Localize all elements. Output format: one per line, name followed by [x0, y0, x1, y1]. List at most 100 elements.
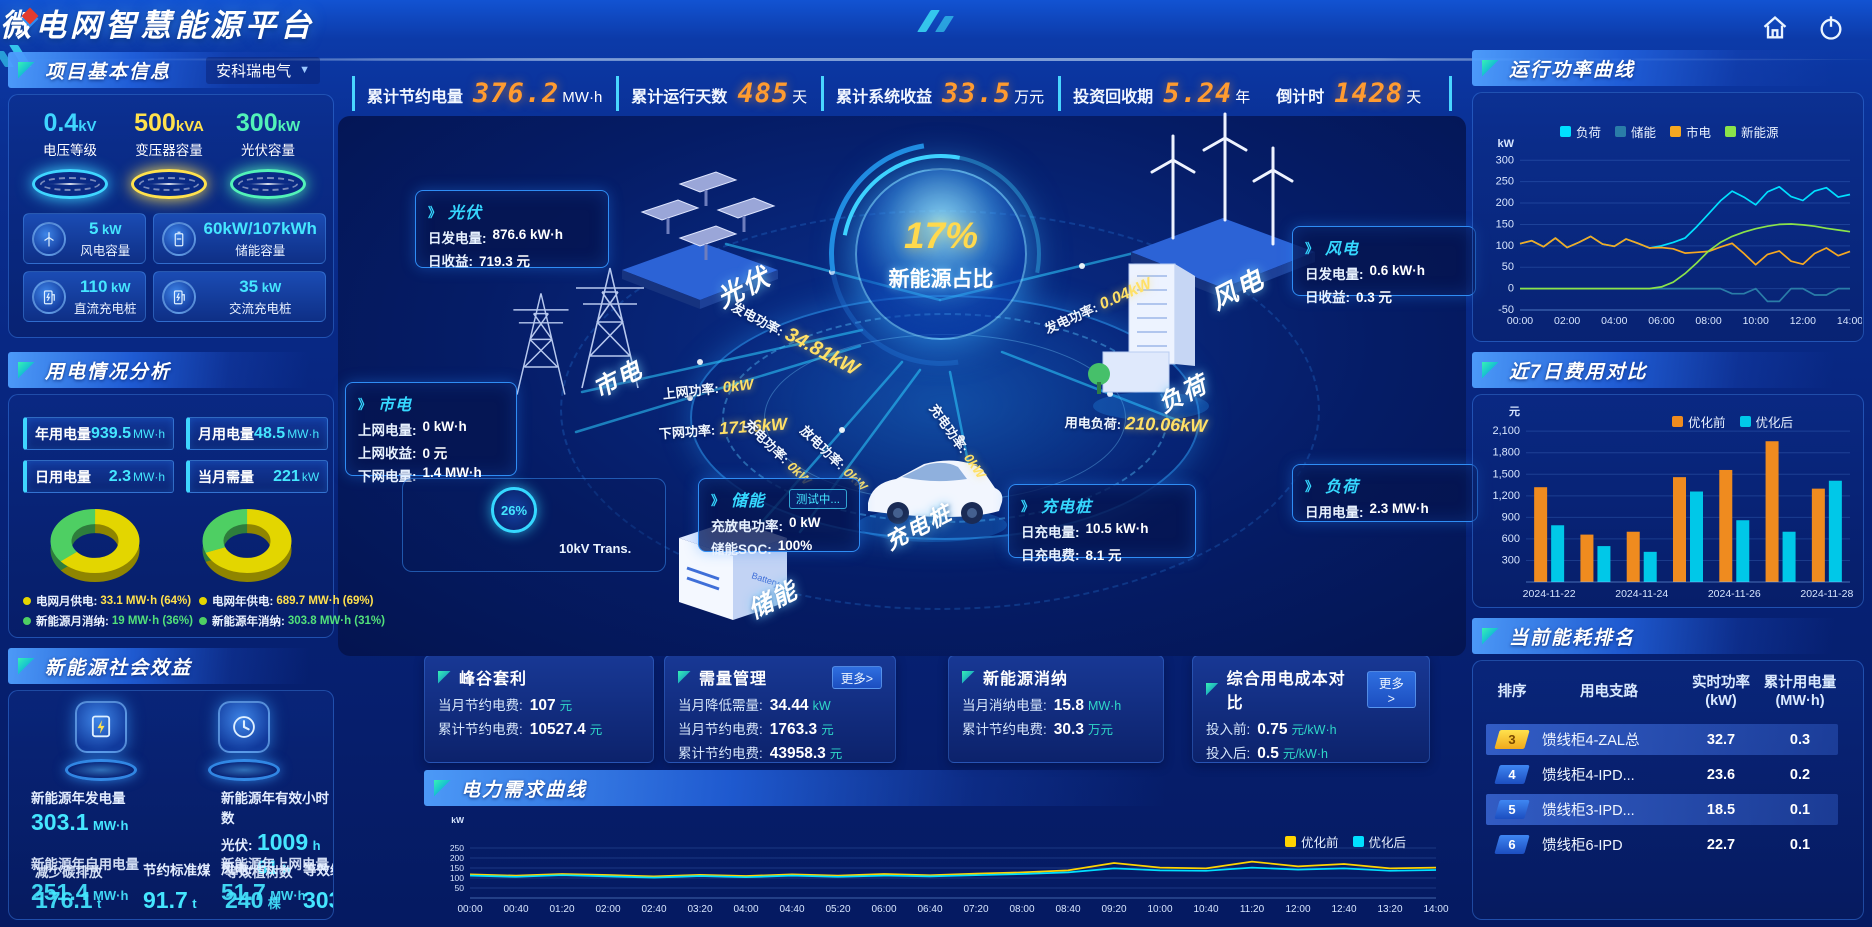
svg-text:03:20: 03:20 [687, 904, 712, 915]
legend-value: 33.1 MW·h (64%) [100, 595, 192, 607]
legend-item[interactable]: 新能源 [1725, 122, 1779, 141]
svg-text:元: 元 [1509, 405, 1520, 418]
stat-value: 251.4 [31, 879, 89, 905]
row-unit: 元 [589, 723, 603, 737]
panel-corner-icon [434, 779, 451, 797]
legend-item[interactable]: 市电 [1670, 122, 1711, 141]
svg-text:300: 300 [1502, 554, 1520, 566]
data-row: 当月节约电费: 1763.3 元 [678, 718, 882, 739]
kpi-value: 1428 [1334, 77, 1404, 109]
stat-label: 等效绿证数 [303, 863, 333, 878]
row-unit: 元/kW·h [1291, 723, 1337, 737]
unit: kW [277, 118, 301, 135]
power-icon [1820, 16, 1842, 40]
load-info-card: 》负荷 日用电量: 2.3 MW·h [1292, 464, 1478, 522]
row-value: 107 [529, 697, 556, 714]
row-label: 日发电量: [1305, 267, 1364, 282]
usage-stat-box: 月用电量 48.5 MW·h [186, 417, 329, 450]
yearly-energy-donut [202, 508, 292, 583]
row-value: 34.44 [769, 697, 809, 714]
wind-hours-unit: h [282, 862, 291, 877]
corner-icon [678, 670, 691, 684]
legend-item[interactable]: 优化后 [1739, 412, 1793, 431]
legend-item[interactable]: 优化后 [1352, 832, 1406, 851]
capacity-text: 5 kW 风电容量 [74, 219, 137, 259]
legend-swatch [1560, 126, 1571, 137]
stat-unit: MW·h [133, 469, 166, 484]
panel-corner-icon [1482, 627, 1499, 645]
company-select[interactable]: 安科瑞电气 ▼ [206, 56, 320, 84]
legend-label: 优化前 [1688, 416, 1726, 430]
kpi-unit: MW·h [562, 88, 603, 106]
data-row: 上网电量: 0 kW·h [358, 419, 504, 439]
row-value: 1.4 MW·h [422, 465, 482, 480]
monthly-energy-donut [50, 508, 140, 583]
legend-value: 19 MW·h (36%) [111, 615, 193, 627]
home-button[interactable] [1760, 14, 1790, 44]
value: 500 [134, 109, 176, 137]
stat-value: 939.5 [91, 424, 132, 442]
more-button[interactable]: 更多> [831, 665, 882, 689]
svg-text:50: 50 [1502, 261, 1514, 273]
social-benefit-header: 新能源社会效益 [8, 648, 334, 684]
stat-label: 节约标准煤 [143, 863, 211, 878]
podium-stat: 500kVA 变压器容量 [122, 109, 216, 199]
pedestal-glow [64, 759, 137, 781]
power-button[interactable] [1816, 14, 1846, 44]
data-row: 累计节约电费: 30.3 万元 [962, 718, 1150, 739]
battery-icon [161, 221, 196, 256]
more-button[interactable]: 更多> [1366, 670, 1416, 708]
stat-unit: MW·h [287, 426, 320, 441]
row-value: 719.3 元 [479, 254, 531, 269]
kpi-item: 累计运行天数 485 天 [616, 75, 821, 111]
legend-label: 负荷 [1576, 126, 1602, 140]
generation-icon [74, 701, 127, 753]
load-building-illustration [1088, 263, 1209, 420]
strategy-card: 需量管理 更多> 当月降低需量: 34.44 kW 当月节约电费: 1763.3 元累计节约电… [664, 655, 896, 763]
podium-value: 500kVA [122, 109, 216, 138]
row-unit: 万元 [1087, 723, 1113, 737]
wind-hours-label: 风电: [221, 862, 253, 877]
cost-compare-chart: 2,100 1,800 1,500 1,200 900 600 300 2024-11-22 2… [1492, 405, 1853, 600]
capacity-value: 60kW/107kWh [203, 218, 317, 238]
kpi-unit: 天 [792, 88, 808, 106]
stat-label: 减少碳排放 [35, 865, 103, 880]
row-label: 当月节约电费: [438, 698, 523, 713]
legend-swatch [1672, 416, 1683, 427]
power-analysis-header: 用电情况分析 [8, 352, 334, 388]
svg-text:900: 900 [1502, 511, 1520, 523]
stat-value: 2.3 [108, 467, 132, 485]
energy-ranking-table: 排序 用电支路 实时功率 (kW) 累计用电量 (MW·h) 3 馈线柜4-ZAL总 32.7… [1486, 668, 1838, 912]
legend-item[interactable]: 储能 [1615, 122, 1656, 141]
row-label: 当月节约电费: [678, 722, 763, 737]
legend-item[interactable]: 优化前 [1672, 412, 1726, 431]
svg-text:00:00: 00:00 [1507, 315, 1533, 327]
svg-text:1,200: 1,200 [1492, 490, 1520, 502]
power-curve-legend: 负荷 储能 市电 新能源 [1560, 122, 1779, 141]
capacity-card: 35 kW 交流充电桩 [152, 271, 326, 322]
row-value: 2.3 MW·h [1369, 501, 1429, 516]
energy-cell: 0.3 [1789, 731, 1811, 748]
legend-item[interactable]: 优化前 [1285, 832, 1339, 851]
pedestal-glow [207, 759, 280, 781]
legend-item[interactable]: 负荷 [1560, 122, 1601, 141]
table-column-header: 实时功率 (kW) [1692, 675, 1750, 710]
stat-value: 48.5 [254, 424, 286, 442]
strategy-card-header: 峰谷套利 [438, 665, 640, 689]
svg-text:150: 150 [1496, 218, 1514, 230]
grid-info-card: 》市电 上网电量: 0 kW·h 上网收益: 0 元下网电量: 1.4 MW·h [345, 382, 517, 484]
capacity-value: 110 kW [79, 276, 131, 296]
panel-corner-icon [18, 61, 35, 79]
power-cell: 32.7 [1706, 731, 1736, 748]
charger-icon [32, 279, 66, 314]
table-row: 4 馈线柜4-IPD... 23.6 0.2 [1486, 759, 1838, 790]
unit: kV [78, 118, 97, 135]
panel-title: 运行功率曲线 [1509, 59, 1636, 81]
card-title: 充电桩 [1041, 499, 1093, 516]
row-unit: kW [812, 699, 831, 713]
data-row: 当月消纳电量: 15.8 MW·h [962, 694, 1150, 715]
data-row: 下网电量: 1.4 MW·h [358, 465, 504, 485]
kpi-label: 倒计时 [1276, 88, 1325, 106]
charger-info-card: 》充电桩 日充电量: 10.5 kW·h 日充电费: 8.1 元 [1008, 484, 1196, 563]
corner-icon [962, 670, 975, 684]
